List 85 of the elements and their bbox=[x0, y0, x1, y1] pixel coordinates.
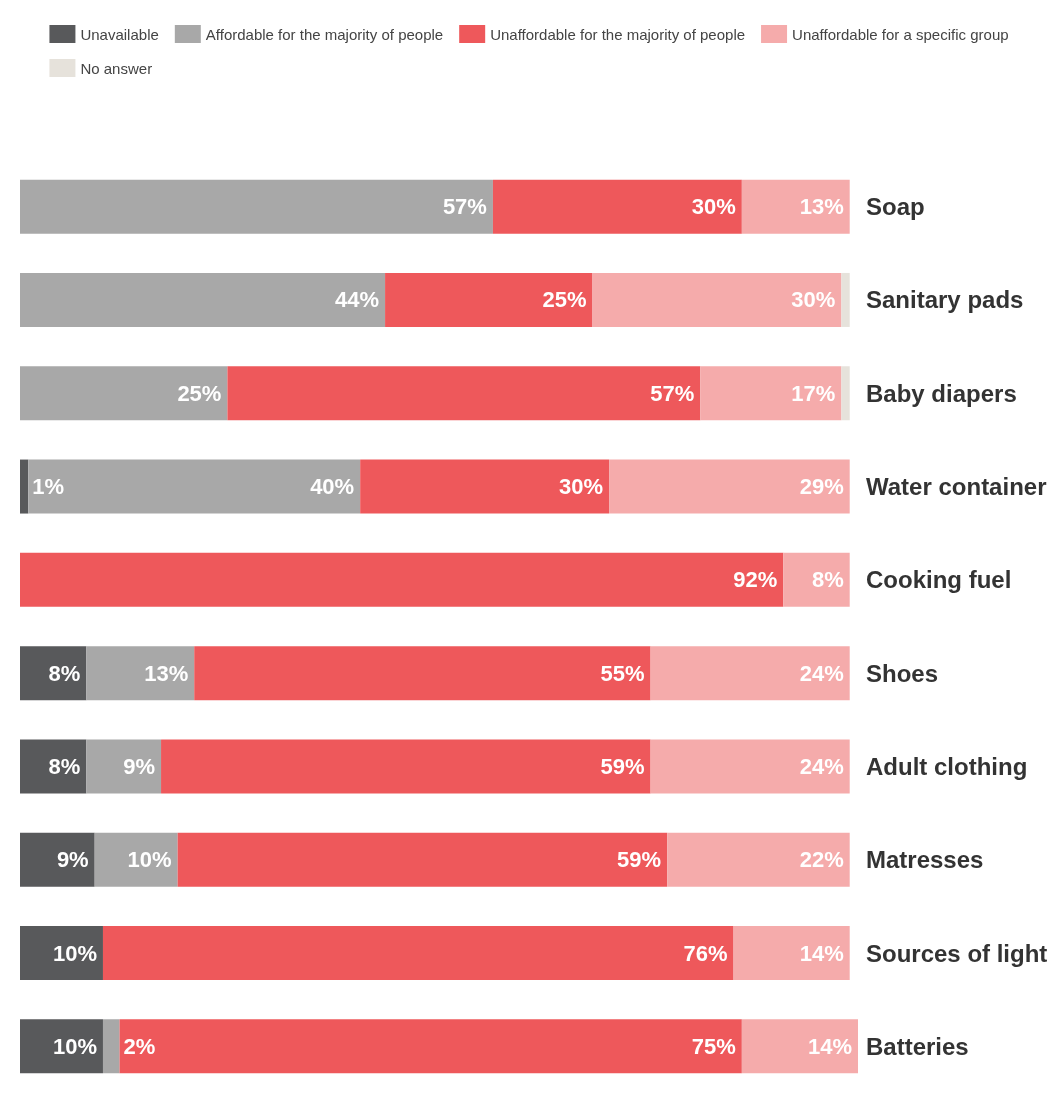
bar bbox=[20, 272, 386, 327]
bar bbox=[360, 459, 610, 514]
data-label: 92% bbox=[733, 567, 778, 593]
bar bbox=[650, 646, 850, 701]
data-label: 25% bbox=[177, 380, 222, 406]
bar bbox=[20, 832, 95, 887]
bar bbox=[20, 552, 784, 607]
data-label: 57% bbox=[650, 380, 695, 406]
y-tick-label: Baby diapers bbox=[866, 379, 1017, 407]
y-tick-label: Matresses bbox=[866, 846, 984, 874]
data-label: 57% bbox=[442, 194, 487, 220]
data-label: 13% bbox=[799, 194, 844, 220]
data-label: 10% bbox=[52, 940, 97, 966]
y-tick-label: Sanitary pads bbox=[866, 286, 1024, 314]
bar bbox=[194, 646, 651, 701]
data-label: 40% bbox=[310, 474, 355, 500]
bar bbox=[20, 459, 29, 514]
data-label: 59% bbox=[617, 847, 662, 873]
y-tick-label: Shoes bbox=[866, 659, 939, 687]
data-label: 59% bbox=[600, 753, 645, 779]
bar bbox=[119, 1019, 742, 1074]
data-label: 8% bbox=[48, 660, 81, 686]
bar bbox=[20, 926, 103, 981]
data-label: 75% bbox=[691, 1033, 736, 1059]
bar bbox=[102, 926, 734, 981]
data-label: 9% bbox=[123, 753, 156, 779]
data-label: 1% bbox=[32, 474, 65, 500]
data-label: 24% bbox=[799, 660, 844, 686]
data-label: 30% bbox=[791, 287, 836, 313]
bar bbox=[102, 1019, 120, 1074]
bar bbox=[94, 832, 178, 887]
bar bbox=[733, 926, 850, 981]
data-label: 44% bbox=[335, 287, 380, 313]
bar bbox=[609, 459, 850, 514]
data-label: 25% bbox=[542, 287, 587, 313]
data-label: 30% bbox=[559, 474, 604, 500]
data-label: 29% bbox=[799, 474, 844, 500]
data-label: 10% bbox=[127, 847, 172, 873]
bar bbox=[841, 272, 850, 327]
data-label: 14% bbox=[807, 1033, 852, 1059]
bar bbox=[20, 1019, 103, 1074]
data-label: 30% bbox=[691, 194, 736, 220]
data-label: 2% bbox=[123, 1033, 156, 1059]
y-tick-label: Soap bbox=[866, 193, 925, 221]
bar bbox=[227, 366, 701, 421]
bar bbox=[20, 646, 87, 701]
legend-label: Affordable for the majority of people bbox=[205, 25, 444, 43]
bar bbox=[20, 739, 87, 794]
data-label: 9% bbox=[56, 847, 89, 873]
y-tick-label: Adult clothing bbox=[866, 752, 1028, 780]
bar bbox=[492, 179, 742, 234]
data-label: 22% bbox=[799, 847, 844, 873]
bar bbox=[650, 739, 850, 794]
y-tick-label: Sources of light bbox=[866, 939, 1048, 967]
data-label: 8% bbox=[48, 753, 81, 779]
legend-label: Unaffordable for a specific group bbox=[792, 25, 1009, 43]
bar bbox=[841, 366, 850, 421]
data-label: 55% bbox=[600, 660, 645, 686]
bar bbox=[385, 272, 593, 327]
legend-label: No answer bbox=[80, 59, 153, 77]
bar bbox=[86, 739, 162, 794]
data-label: 76% bbox=[683, 940, 728, 966]
data-label: 17% bbox=[791, 380, 836, 406]
y-tick-label: Batteries bbox=[866, 1032, 969, 1060]
data-label: 10% bbox=[52, 1033, 97, 1059]
bar bbox=[592, 272, 842, 327]
y-tick-label: Cooking fuel bbox=[866, 566, 1012, 594]
bar bbox=[783, 552, 850, 607]
legend-label: Unavailable bbox=[80, 25, 159, 43]
data-label: 13% bbox=[144, 660, 189, 686]
bar bbox=[20, 366, 228, 421]
data-label: 24% bbox=[799, 753, 844, 779]
bar bbox=[700, 366, 842, 421]
data-label: 8% bbox=[811, 567, 844, 593]
legend-label: Unaffordable for the majority of people bbox=[490, 25, 746, 43]
bar bbox=[741, 1019, 858, 1074]
bar bbox=[667, 832, 850, 887]
bar bbox=[20, 179, 493, 234]
bar bbox=[28, 459, 361, 514]
y-tick-label: Water container bbox=[866, 473, 1047, 501]
bar bbox=[161, 739, 651, 794]
bar bbox=[86, 646, 195, 701]
data-label: 14% bbox=[799, 940, 844, 966]
bar bbox=[741, 179, 850, 234]
bar bbox=[177, 832, 668, 887]
